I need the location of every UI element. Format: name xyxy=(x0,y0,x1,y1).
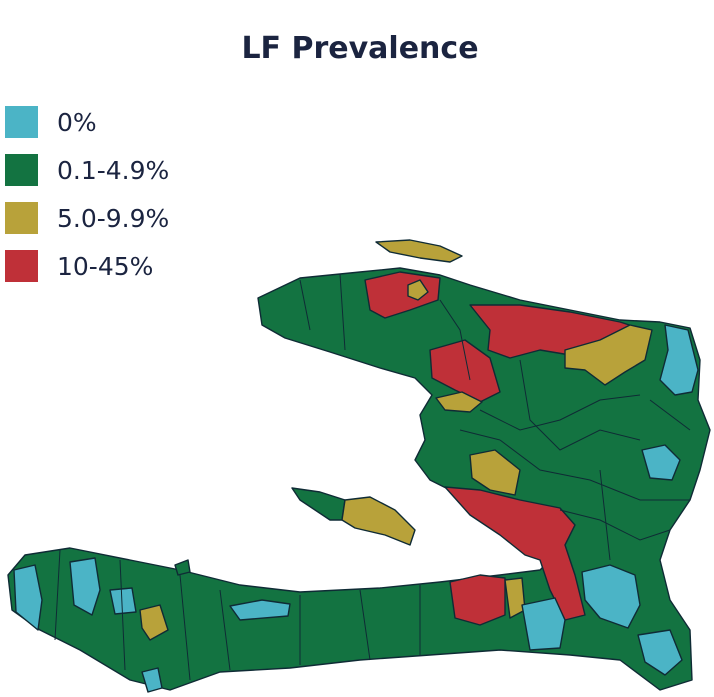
region xyxy=(341,496,416,546)
map-title: LF Prevalence xyxy=(241,31,478,66)
region xyxy=(69,557,101,616)
region xyxy=(521,597,566,651)
region xyxy=(641,444,681,481)
legend-swatch xyxy=(5,250,38,282)
region xyxy=(444,486,586,621)
region xyxy=(407,279,429,301)
region xyxy=(637,629,683,676)
region xyxy=(141,667,163,693)
region xyxy=(13,564,43,631)
legend-label: 0.1-4.9% xyxy=(57,156,169,185)
region xyxy=(174,559,191,576)
region xyxy=(139,604,169,641)
region xyxy=(109,587,137,615)
region xyxy=(449,574,506,626)
legend-swatch xyxy=(5,106,38,138)
legend-label: 10-45% xyxy=(57,252,153,281)
legend-swatch xyxy=(5,154,38,186)
regions xyxy=(7,239,711,693)
region xyxy=(435,391,483,413)
region xyxy=(564,324,653,386)
region xyxy=(469,449,521,496)
boundary xyxy=(54,273,691,681)
legend: 0% 0.1-4.9% 5.0-9.9% 10-45% xyxy=(5,106,169,282)
region xyxy=(291,487,346,521)
region xyxy=(429,339,501,403)
region xyxy=(659,324,699,396)
region xyxy=(581,564,641,629)
region xyxy=(375,239,463,263)
legend-label: 0% xyxy=(57,108,97,137)
region xyxy=(229,599,291,621)
legend-label: 5.0-9.9% xyxy=(57,204,169,233)
legend-swatch xyxy=(5,202,38,234)
